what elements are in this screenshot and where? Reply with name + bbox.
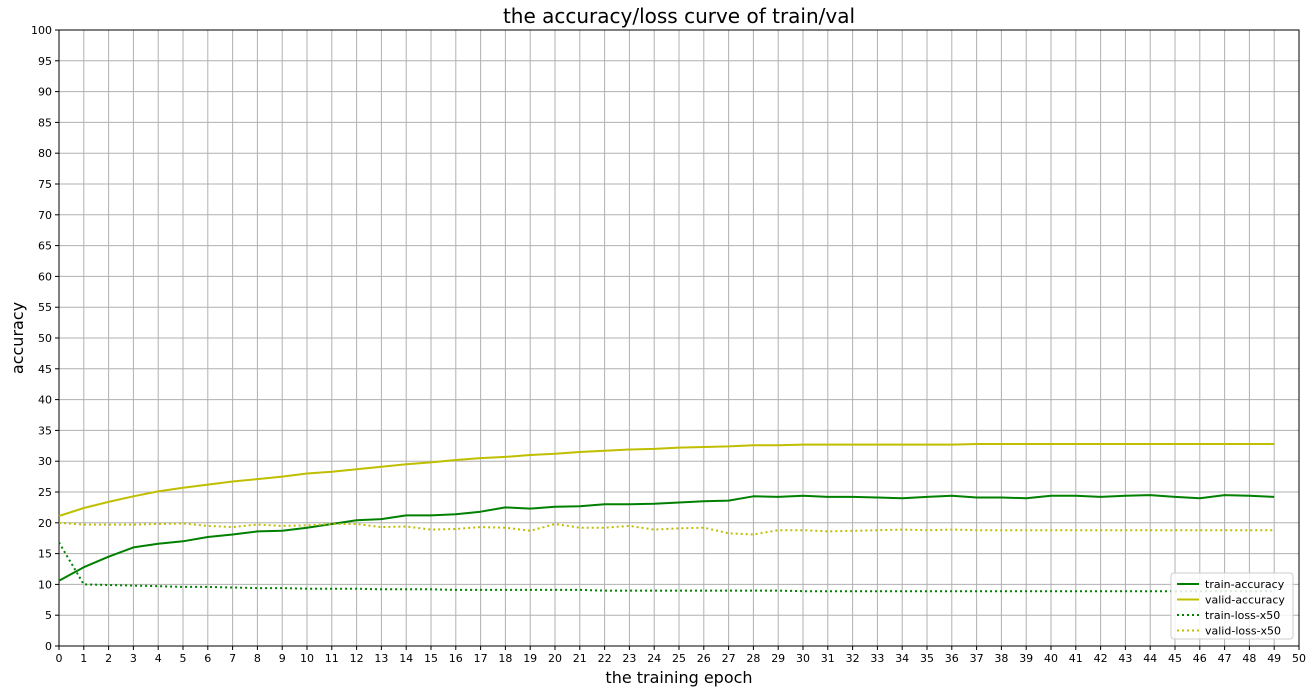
y-tick-label: 90 [38,86,52,99]
x-tick-label: 16 [449,652,463,665]
x-tick-label: 31 [821,652,835,665]
x-tick-label: 17 [474,652,488,665]
x-tick-label: 1 [80,652,87,665]
x-tick-label: 43 [1118,652,1132,665]
x-tick-label: 40 [1044,652,1058,665]
legend-entry: valid-accuracy [1205,594,1285,607]
y-tick-label: 20 [38,517,52,530]
x-tick-label: 35 [920,652,934,665]
y-tick-label: 70 [38,209,52,222]
y-axis-label: accuracy [8,302,27,374]
series-line-valid-accuracy [58,443,1275,517]
x-tick-label: 45 [1168,652,1182,665]
x-tick-label: 2 [105,652,112,665]
y-tick-label: 55 [38,301,52,314]
x-tick-label: 32 [846,652,860,665]
series-line-train-loss-x50 [58,541,1275,593]
y-tick-label: 30 [38,455,52,468]
x-tick-label: 33 [870,652,884,665]
y-tick-label: 40 [38,394,52,407]
y-tick-label: 50 [38,332,52,345]
x-tick-label: 3 [130,652,137,665]
y-tick-label: 5 [45,609,52,622]
x-axis-ticks: 0 1 2 3 4 5 6 7 8 9 10 11 12 13 14 15 16 17 18 19 20 21 22 23 24… [56,646,1306,665]
grid [58,29,1300,647]
y-tick-label: 45 [38,363,52,376]
y-tick-label: 35 [38,424,52,437]
y-tick-label: 65 [38,240,52,253]
x-tick-label: 44 [1143,652,1157,665]
x-tick-label: 28 [746,652,760,665]
legend: train-accuracy valid-accuracy train-loss-x… [1170,572,1294,640]
x-tick-label: 26 [697,652,711,665]
x-tick-label: 10 [300,652,314,665]
x-tick-label: 36 [945,652,959,665]
y-tick-label: 85 [38,116,52,129]
x-tick-label: 47 [1218,652,1232,665]
x-tick-label: 11 [325,652,339,665]
x-tick-label: 14 [399,652,413,665]
y-tick-label: 15 [38,548,52,561]
x-tick-label: 27 [722,652,736,665]
y-tick-label: 10 [38,578,52,591]
x-tick-label: 25 [672,652,686,665]
x-tick-label: 13 [374,652,388,665]
x-tick-label: 46 [1193,652,1207,665]
y-tick-label: 25 [38,486,52,499]
legend-entry: train-loss-x50 [1205,609,1280,622]
x-axis-label: the training epoch [605,668,752,687]
x-tick-label: 39 [1019,652,1033,665]
x-tick-label: 20 [548,652,562,665]
x-tick-label: 9 [279,652,286,665]
legend-box [1170,572,1294,640]
series-line-valid-loss-x50 [58,521,1275,536]
legend-entry: train-accuracy [1205,578,1285,591]
x-tick-label: 7 [229,652,236,665]
x-tick-label: 4 [155,652,162,665]
x-tick-label: 0 [56,652,63,665]
x-tick-label: 41 [1069,652,1083,665]
y-tick-label: 75 [38,178,52,191]
series-line-train-accuracy [58,494,1275,582]
x-tick-label: 5 [180,652,187,665]
chart-title: the accuracy/loss curve of train/val [503,4,855,28]
x-tick-label: 30 [796,652,810,665]
x-tick-label: 23 [622,652,636,665]
x-tick-label: 22 [598,652,612,665]
y-tick-label: 95 [38,55,52,68]
y-tick-label: 60 [38,270,52,283]
x-tick-label: 19 [523,652,537,665]
x-tick-label: 8 [254,652,261,665]
y-tick-label: 0 [45,640,52,653]
x-tick-label: 49 [1267,652,1281,665]
x-tick-label: 48 [1242,652,1256,665]
y-axis-ticks: 0 5 10 15 20 25 30 35 40 45 50 55 60 65 70 75 80 85 90 95 10… [31,24,59,653]
x-tick-label: 29 [771,652,785,665]
x-tick-label: 37 [970,652,984,665]
x-tick-label: 42 [1094,652,1108,665]
y-tick-label: 80 [38,147,52,160]
x-tick-label: 38 [994,652,1008,665]
x-tick-label: 21 [573,652,587,665]
legend-entry: valid-loss-x50 [1205,625,1281,638]
x-tick-label: 18 [498,652,512,665]
x-tick-label: 6 [204,652,211,665]
x-tick-label: 24 [647,652,661,665]
series-layer [58,443,1275,593]
x-tick-label: 50 [1292,652,1306,665]
x-tick-label: 34 [895,652,909,665]
y-tick-label: 100 [31,24,52,37]
x-tick-label: 12 [350,652,364,665]
x-tick-label: 15 [424,652,438,665]
